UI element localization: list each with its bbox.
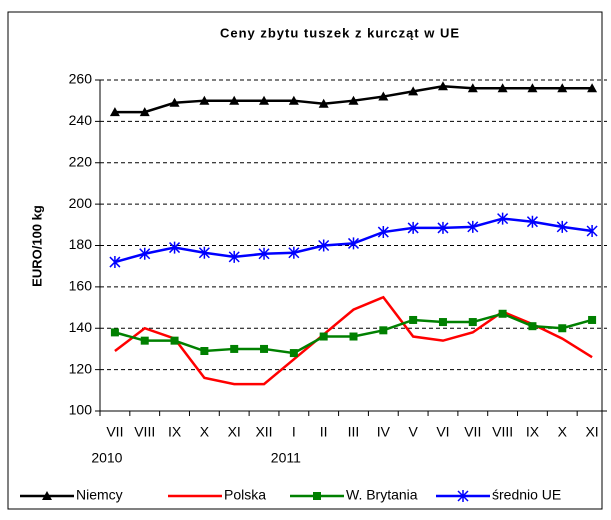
x-tick-label: X [200, 424, 210, 440]
x-tick-label: VIII [134, 424, 155, 440]
x-tick-label: I [292, 424, 296, 440]
marker [199, 95, 210, 105]
y-tick-label: 220 [69, 153, 93, 169]
x-tick-label: VII [106, 424, 123, 440]
legend-label: Polska [224, 487, 266, 503]
chart-title: Ceny zbytu tuszek z kurcząt w UE [220, 25, 460, 40]
marker [467, 83, 478, 93]
marker [526, 215, 538, 228]
chart-frame [7, 11, 603, 510]
x-tick-label: VI [436, 424, 449, 440]
marker [498, 309, 507, 318]
marker [288, 95, 299, 105]
marker [557, 83, 568, 93]
x-sublabel: 2011 [271, 450, 301, 466]
y-tick-label: 160 [69, 278, 93, 294]
marker [497, 212, 509, 225]
marker [377, 226, 389, 239]
marker [289, 349, 298, 358]
x-tick-label: XII [255, 424, 272, 440]
x-tick-label: X [558, 424, 568, 440]
marker [230, 344, 239, 353]
marker [467, 220, 479, 233]
marker [259, 95, 270, 105]
marker [228, 250, 240, 263]
marker [437, 81, 448, 91]
marker [169, 97, 180, 107]
marker [468, 318, 477, 327]
marker [319, 332, 328, 341]
y-tick-label: 120 [69, 360, 93, 376]
x-tick-label: IX [526, 424, 540, 440]
marker [407, 221, 419, 234]
marker [409, 315, 418, 324]
marker [318, 239, 330, 252]
legend-label: W. Brytania [346, 487, 418, 503]
marker [139, 107, 150, 117]
x-tick-label: II [320, 424, 328, 440]
x-tick-label: IV [377, 424, 391, 440]
x-tick-label: VII [464, 424, 481, 440]
marker [109, 256, 121, 269]
marker [258, 247, 270, 260]
marker [140, 336, 149, 345]
marker [347, 237, 360, 250]
marker [313, 492, 321, 500]
x-tick-label: XI [585, 424, 598, 440]
x-tick-label: IX [168, 424, 182, 440]
marker [200, 347, 209, 356]
marker [139, 247, 151, 260]
marker [198, 246, 210, 259]
marker [437, 221, 449, 234]
marker [587, 83, 598, 93]
series-line [114, 295, 593, 386]
marker [527, 83, 538, 93]
marker [109, 107, 120, 117]
y-tick-label: 200 [69, 195, 93, 211]
marker [42, 491, 52, 500]
marker [586, 225, 598, 238]
y-tick-label: 240 [69, 112, 93, 128]
y-tick-label: 140 [69, 319, 93, 335]
marker [318, 98, 329, 108]
y-tick-label: 260 [69, 71, 93, 87]
marker [288, 246, 300, 259]
y-tick-label: 180 [69, 236, 93, 252]
y-axis-label: EURO/100 kg [29, 205, 44, 287]
marker [229, 95, 240, 105]
x-tick-label: III [348, 424, 360, 440]
marker [170, 336, 179, 345]
x-tick-label: VIII [492, 424, 513, 440]
marker [528, 322, 537, 331]
marker [408, 86, 419, 96]
marker [558, 324, 567, 333]
marker [588, 315, 597, 324]
marker [169, 241, 181, 254]
marker [378, 91, 389, 101]
marker [457, 490, 469, 502]
marker [110, 328, 119, 337]
legend-label: Niemcy [76, 487, 123, 503]
marker [497, 83, 508, 93]
x-tick-label: V [408, 424, 418, 440]
marker [260, 344, 269, 353]
marker [556, 220, 568, 233]
marker [379, 326, 388, 335]
legend-label: średnio UE [492, 487, 561, 503]
x-sublabel: 2010 [91, 450, 122, 466]
marker [349, 332, 358, 341]
x-tick-label: XI [228, 424, 241, 440]
marker [438, 318, 447, 327]
marker [348, 95, 359, 105]
y-tick-label: 100 [69, 402, 93, 418]
